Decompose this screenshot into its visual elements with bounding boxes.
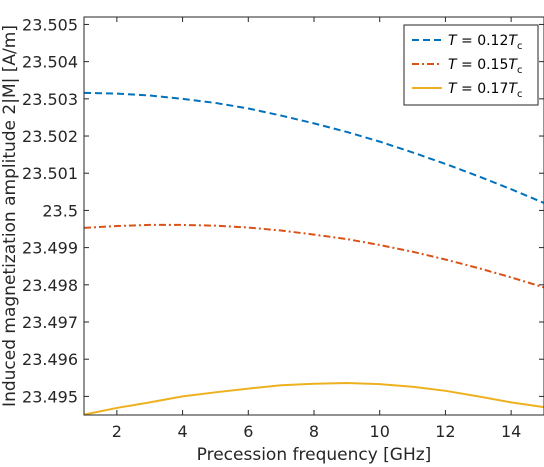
- y-tick-label: 23.499: [22, 239, 78, 258]
- series-layer: [83, 91, 544, 416]
- x-tick-label: 14: [501, 422, 521, 441]
- legend-label-3: T = 0.17Tc: [448, 81, 522, 100]
- y-tick-label: 23.5: [42, 201, 78, 220]
- y-tick-label: 23.496: [22, 350, 78, 369]
- y-tick-label: 23.502: [22, 127, 78, 146]
- series-line-2: [83, 223, 544, 289]
- legend: T = 0.12Tc T = 0.15Tc T = 0.17Tc: [403, 24, 539, 106]
- x-tick-label: 8: [309, 422, 319, 441]
- y-axis-label: Induced magnetization amplitude 2|M| [A/…: [0, 25, 20, 407]
- y-tick-label: 23.505: [22, 15, 78, 34]
- y-tick-label: 23.498: [22, 276, 78, 295]
- x-tick-label: 6: [243, 422, 253, 441]
- y-tick-label: 23.503: [22, 90, 78, 109]
- x-tick-label: 12: [435, 422, 455, 441]
- y-tick-label: 23.497: [22, 313, 78, 332]
- legend-label-2: T = 0.15Tc: [448, 57, 522, 76]
- series-line-3: [83, 382, 544, 416]
- x-tick-label: 4: [177, 422, 187, 441]
- y-tick-label: 23.504: [22, 53, 78, 72]
- x-tick-label: 10: [370, 422, 390, 441]
- x-axis-label: Precession frequency [GHz]: [197, 445, 432, 465]
- y-tick-label: 23.501: [22, 164, 78, 183]
- series-line-1: [83, 91, 544, 204]
- ticks-layer: 2 4 6 8 10 12 14 23.495 23.496 23.497 23.498 23.499…: [22, 15, 544, 441]
- y-tick-label: 23.495: [22, 387, 78, 406]
- legend-box: [403, 24, 539, 106]
- legend-label-1: T = 0.12Tc: [448, 33, 522, 52]
- x-tick-label: 2: [112, 422, 122, 441]
